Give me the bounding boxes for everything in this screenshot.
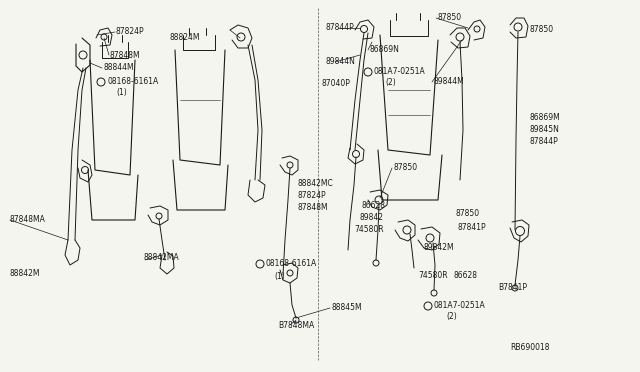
Text: 86869M: 86869M <box>530 113 561 122</box>
Text: 89844N: 89844N <box>325 58 355 67</box>
Text: 88824M: 88824M <box>170 33 200 42</box>
Text: 87848M: 87848M <box>110 51 141 60</box>
Text: 87850: 87850 <box>455 208 479 218</box>
Text: (2): (2) <box>446 312 457 321</box>
Text: B7841P: B7841P <box>498 283 527 292</box>
Text: 081A7-0251A: 081A7-0251A <box>434 301 486 311</box>
Text: 88845M: 88845M <box>331 304 362 312</box>
Text: 87844P: 87844P <box>530 138 559 147</box>
Text: 88842MA: 88842MA <box>144 253 180 263</box>
Text: 87850: 87850 <box>437 13 461 22</box>
Text: (2): (2) <box>385 78 396 87</box>
Text: 86628: 86628 <box>362 201 386 209</box>
Text: 86628: 86628 <box>453 270 477 279</box>
Text: 89842: 89842 <box>360 212 384 221</box>
Text: 88842MC: 88842MC <box>298 179 333 187</box>
Text: B7848MA: B7848MA <box>278 321 314 330</box>
Text: 88844M: 88844M <box>103 64 134 73</box>
Text: 87844P: 87844P <box>325 23 354 32</box>
Text: 08168-6161A: 08168-6161A <box>266 260 317 269</box>
Text: 87850: 87850 <box>393 164 417 173</box>
Text: 88842M: 88842M <box>10 269 40 278</box>
Text: 89844M: 89844M <box>433 77 464 87</box>
Text: 87841P: 87841P <box>457 224 486 232</box>
Text: (1): (1) <box>274 272 285 280</box>
Text: RB690018: RB690018 <box>510 343 550 353</box>
Text: 74580R: 74580R <box>418 270 447 279</box>
Text: (1): (1) <box>116 89 127 97</box>
Text: 86869N: 86869N <box>369 45 399 55</box>
Text: 89845N: 89845N <box>530 125 560 135</box>
Text: 87824P: 87824P <box>298 190 326 199</box>
Text: 87824P: 87824P <box>116 28 145 36</box>
Text: 74580R: 74580R <box>354 224 383 234</box>
Text: 87848MA: 87848MA <box>10 215 46 224</box>
Text: 89842M: 89842M <box>424 244 454 253</box>
Text: 87040P: 87040P <box>322 78 351 87</box>
Text: 081A7-0251A: 081A7-0251A <box>374 67 426 77</box>
Text: 08168-6161A: 08168-6161A <box>107 77 158 87</box>
Text: 87850: 87850 <box>530 26 554 35</box>
Text: 87848M: 87848M <box>298 202 328 212</box>
